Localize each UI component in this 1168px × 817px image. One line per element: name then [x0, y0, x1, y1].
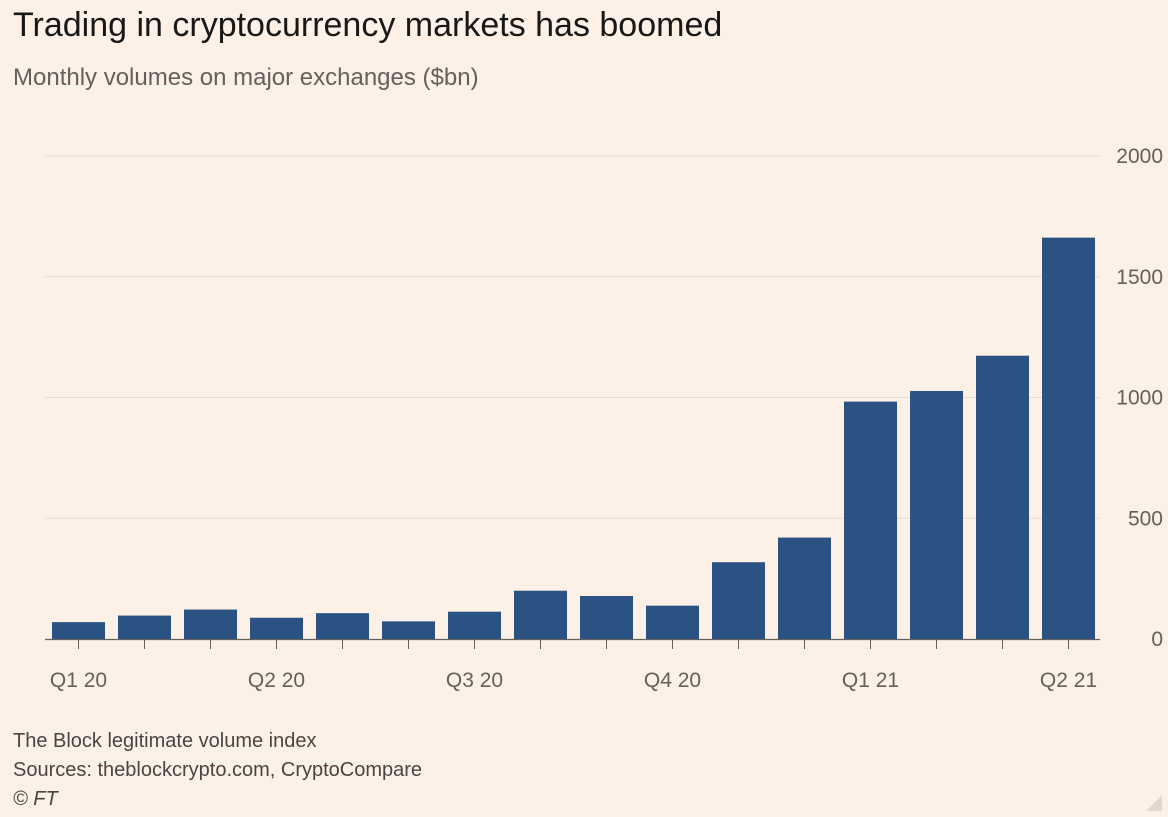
resize-handle-icon[interactable]: [1146, 795, 1162, 811]
bar-jan-20: [52, 622, 105, 639]
y-tick-label: 500: [1128, 507, 1163, 530]
bar-mar-20: [184, 609, 237, 639]
bar-mar-21: [976, 355, 1029, 639]
x-tick-label: Q4 20: [644, 669, 701, 692]
bar-may-20: [316, 613, 369, 639]
y-axis-labels: 0 500 1000 1500 2000: [1116, 145, 1163, 651]
x-tick-label: Q1 20: [50, 669, 107, 692]
bar-aug-20: [514, 590, 567, 639]
chart-title: Trading in cryptocurrency markets has bo…: [13, 6, 723, 44]
bars: [52, 237, 1095, 639]
y-tick-label: 1000: [1116, 387, 1163, 410]
bar-jan-21: [844, 401, 897, 639]
x-tick-label: Q1 21: [842, 669, 899, 692]
x-tick-label: Q3 20: [446, 669, 503, 692]
bar-apr-20: [250, 617, 303, 639]
bar-feb-20: [118, 615, 171, 639]
bar-sep-20: [580, 596, 633, 639]
y-tick-label: 1500: [1116, 266, 1163, 289]
bar-jul-20: [448, 611, 501, 639]
bar-apr-21: [1042, 237, 1095, 639]
x-axis-labels: Q1 20 Q2 20 Q3 20 Q4 20 Q1 21 Q2 21: [50, 669, 1097, 692]
bar-oct-20: [646, 605, 699, 639]
x-axis: [45, 638, 1100, 649]
x-tick-label: Q2 20: [248, 669, 305, 692]
x-tick-label: Q2 21: [1040, 669, 1097, 692]
chart-subtitle: Monthly volumes on major exchanges ($bn): [13, 64, 479, 91]
y-tick-label: 0: [1151, 628, 1163, 651]
bar-feb-21: [910, 390, 963, 639]
bar-dec-20: [778, 537, 831, 639]
bar-nov-20: [712, 562, 765, 639]
chart-note: The Block legitimate volume index: [13, 730, 317, 752]
bar-jun-20: [382, 621, 435, 639]
chart-source: Sources: theblockcrypto.com, CryptoCompa…: [13, 759, 423, 781]
y-tick-label: 2000: [1116, 145, 1163, 168]
chart-credit: © FT: [13, 788, 58, 810]
